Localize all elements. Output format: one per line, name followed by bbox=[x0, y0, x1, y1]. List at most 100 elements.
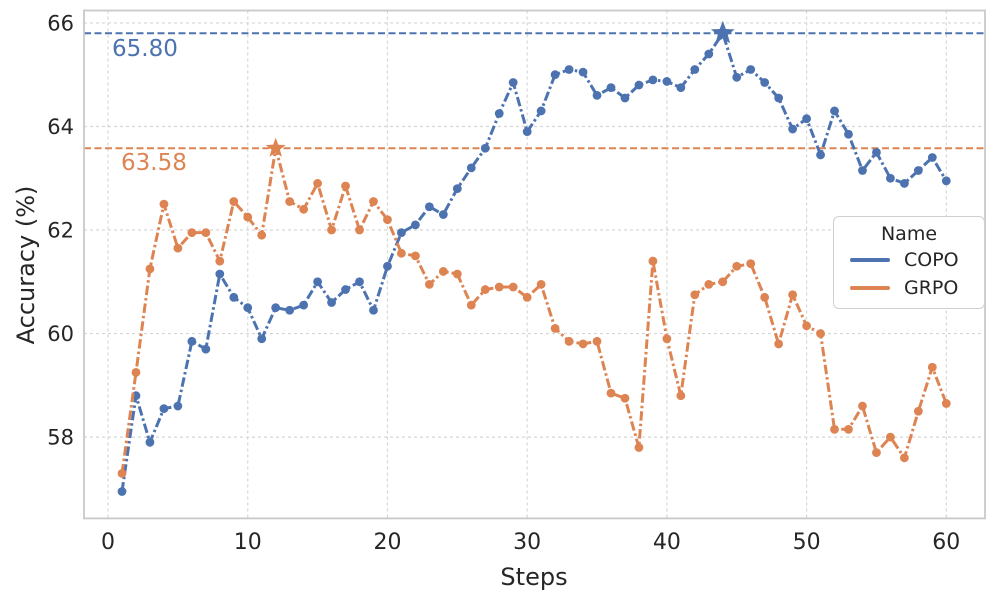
copo-marker bbox=[173, 401, 183, 411]
grpo-marker bbox=[927, 362, 937, 372]
grpo-marker bbox=[313, 179, 322, 188]
grpo-marker bbox=[913, 406, 923, 416]
copo-marker bbox=[438, 210, 448, 219]
grpo-marker bbox=[718, 277, 728, 287]
grpo-marker bbox=[341, 181, 350, 191]
grpo-marker bbox=[844, 424, 853, 434]
grpo-marker bbox=[690, 290, 700, 300]
copo-marker bbox=[676, 83, 686, 93]
grpo-marker bbox=[522, 292, 532, 302]
x-tick-label: 50 bbox=[793, 530, 821, 555]
copo-marker bbox=[271, 303, 281, 313]
copo-marker bbox=[634, 80, 644, 90]
grpo-marker bbox=[508, 282, 518, 292]
grpo-marker bbox=[704, 279, 714, 289]
y-axis-label: Accuracy (%) bbox=[12, 185, 40, 345]
copo-marker bbox=[899, 179, 909, 188]
copo-marker bbox=[215, 269, 225, 279]
grpo-marker bbox=[369, 197, 378, 206]
grpo-marker bbox=[578, 339, 588, 349]
copo-marker bbox=[522, 127, 532, 137]
grpo-marker bbox=[201, 228, 211, 238]
legend-label-copo: COPO bbox=[904, 249, 959, 271]
copo-line bbox=[120, 31, 948, 492]
copo-marker bbox=[816, 150, 825, 160]
copo-marker bbox=[257, 334, 267, 344]
legend-title: Name bbox=[880, 223, 938, 245]
grpo-marker bbox=[858, 401, 867, 411]
y-tick-label: 64 bbox=[47, 115, 74, 139]
grpo-marker bbox=[872, 448, 881, 458]
copo-marker bbox=[494, 109, 504, 118]
copo-marker bbox=[606, 83, 616, 93]
grpo-marker bbox=[494, 282, 504, 292]
copo-marker bbox=[704, 49, 714, 59]
copo-marker bbox=[410, 220, 420, 230]
grpo-best-star-marker bbox=[265, 137, 286, 157]
grpo-marker bbox=[886, 432, 895, 442]
copo-marker bbox=[424, 202, 434, 212]
copo-marker bbox=[341, 285, 350, 294]
copo-marker bbox=[327, 298, 336, 307]
legend-item-copo: COPO bbox=[834, 246, 984, 274]
copo-marker bbox=[662, 77, 672, 86]
copo-marker bbox=[285, 305, 295, 315]
copo-marker bbox=[648, 75, 658, 85]
grpo-marker bbox=[536, 279, 546, 289]
x-tick-label: 60 bbox=[932, 530, 960, 555]
grpo-marker bbox=[299, 204, 309, 214]
copo-marker bbox=[564, 65, 574, 74]
grpo-marker bbox=[327, 225, 336, 235]
copo-marker bbox=[858, 166, 867, 175]
x-tick-label: 30 bbox=[513, 530, 541, 555]
y-tick-label: 62 bbox=[47, 218, 74, 242]
grpo-marker bbox=[480, 285, 490, 294]
copo-marker bbox=[550, 70, 560, 80]
y-tick-label: 66 bbox=[47, 11, 74, 35]
copo-best-value-annotation: 65.80 bbox=[112, 36, 178, 62]
grpo-marker bbox=[550, 323, 560, 333]
copo-marker bbox=[927, 153, 937, 162]
copo-marker bbox=[592, 91, 602, 100]
copo-marker bbox=[886, 173, 895, 183]
legend: Name COPO GRPO bbox=[833, 216, 985, 309]
copo-marker bbox=[872, 147, 881, 157]
grpo-marker bbox=[229, 197, 239, 206]
grpo-marker bbox=[410, 251, 420, 261]
grpo-best-value-annotation: 63.58 bbox=[121, 150, 187, 176]
grpo-marker bbox=[662, 334, 672, 344]
copo-marker bbox=[508, 78, 518, 87]
copo-marker bbox=[355, 277, 364, 287]
copo-marker bbox=[788, 124, 798, 134]
copo-marker bbox=[746, 65, 756, 74]
copo-marker bbox=[452, 184, 462, 194]
grpo-marker bbox=[620, 393, 630, 403]
grpo-marker bbox=[355, 225, 364, 235]
copo-marker bbox=[313, 277, 322, 287]
grpo-marker bbox=[760, 292, 770, 302]
copo-marker bbox=[480, 143, 490, 153]
grpo-marker bbox=[676, 391, 686, 401]
grpo-marker bbox=[746, 259, 756, 269]
grpo-marker bbox=[774, 339, 784, 349]
copo-marker bbox=[243, 303, 253, 313]
grpo-marker bbox=[145, 264, 155, 274]
x-tick-label: 0 bbox=[101, 530, 115, 555]
copo-marker bbox=[536, 106, 546, 116]
grpo-marker bbox=[634, 443, 644, 452]
grpo-marker bbox=[452, 269, 462, 279]
grpo-line-swatch bbox=[850, 286, 890, 290]
grpo-marker bbox=[438, 267, 448, 276]
copo-marker bbox=[369, 305, 378, 315]
grpo-marker bbox=[257, 230, 267, 240]
grpo-marker bbox=[606, 388, 616, 398]
copo-marker bbox=[732, 72, 742, 82]
copo-marker bbox=[397, 228, 406, 238]
copo-marker bbox=[159, 404, 169, 414]
grpo-marker bbox=[243, 212, 253, 222]
grpo-marker bbox=[397, 248, 406, 258]
grpo-marker bbox=[466, 300, 476, 310]
copo-marker bbox=[229, 292, 239, 302]
y-tick-label: 60 bbox=[47, 322, 74, 346]
copo-marker bbox=[187, 336, 197, 346]
